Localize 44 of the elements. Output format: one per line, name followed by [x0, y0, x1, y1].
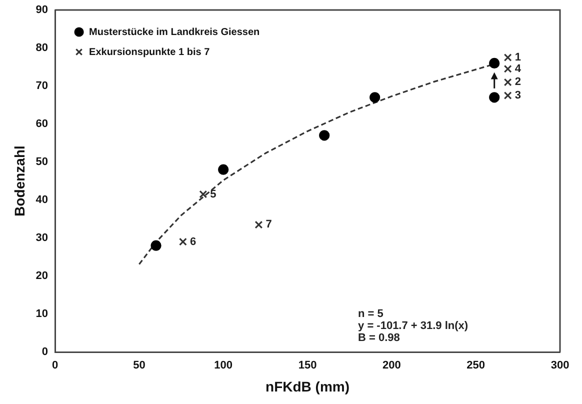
annotation: 5	[210, 188, 216, 200]
y-tick-label: 0	[42, 346, 48, 358]
annotation: B = 0.98	[358, 332, 400, 344]
point	[254, 220, 263, 229]
y-axis-title: Bodenzahl	[11, 146, 28, 216]
x-tick-label: 150	[298, 360, 317, 372]
x-tick-label: 200	[382, 360, 401, 372]
y-tick-label: 50	[36, 156, 48, 168]
y-tick-label: 70	[36, 80, 48, 92]
point	[178, 238, 187, 246]
point	[489, 58, 500, 68]
point	[504, 92, 512, 100]
annotation: 4	[514, 62, 522, 75]
legend-label: Exkursionspunkte 1 bis 7	[89, 46, 210, 58]
y-tick-label: 90	[36, 4, 48, 16]
x-tick-label: 100	[214, 360, 233, 372]
annotation: 7	[266, 218, 272, 231]
annotation: 3	[514, 90, 521, 102]
y-tick-label: 20	[36, 270, 48, 282]
y-tick-label: 10	[36, 308, 48, 320]
x-tick-label: 50	[133, 360, 146, 372]
annotation: 1	[514, 52, 521, 64]
annotation: y = -101.7 + 31.9 ln(x)	[358, 320, 468, 332]
y-tick-label: 60	[36, 118, 48, 130]
legend-label: Musterstücke im Landkreis Giessen	[89, 26, 260, 38]
point	[370, 92, 380, 103]
annotation: 2	[514, 76, 521, 88]
point	[150, 240, 162, 251]
point	[504, 64, 512, 73]
annotation: 6	[190, 236, 196, 248]
point	[504, 54, 512, 62]
y-tick-label: 40	[36, 194, 48, 206]
y-tick-label: 80	[36, 42, 48, 54]
point	[319, 130, 330, 141]
y-tick-label: 30	[36, 232, 48, 244]
point	[199, 190, 208, 198]
x-axis-title: nFKdB (mm)	[266, 378, 350, 394]
x-tick-label: 0	[52, 360, 58, 372]
x-tick-label: 300	[550, 360, 570, 372]
point	[504, 78, 512, 86]
x-tick-label: 250	[466, 360, 486, 372]
annotation: n = 5	[358, 308, 384, 320]
point	[489, 92, 500, 103]
point	[218, 164, 229, 175]
